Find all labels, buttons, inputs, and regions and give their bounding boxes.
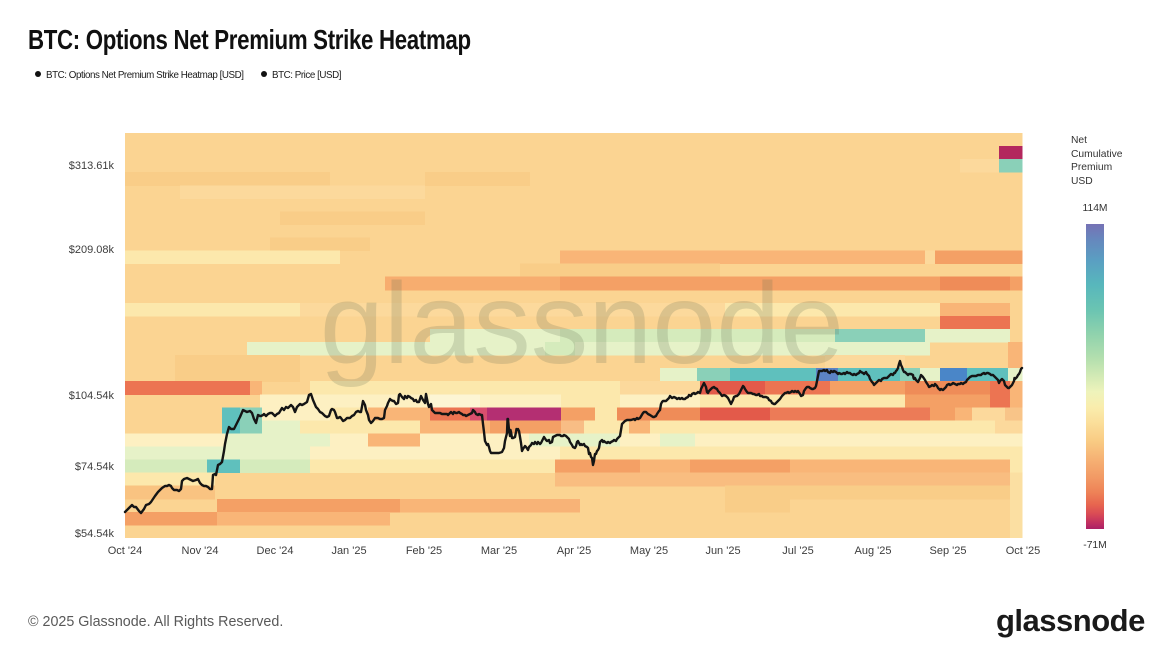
svg-text:glassnode: glassnode — [320, 260, 844, 388]
